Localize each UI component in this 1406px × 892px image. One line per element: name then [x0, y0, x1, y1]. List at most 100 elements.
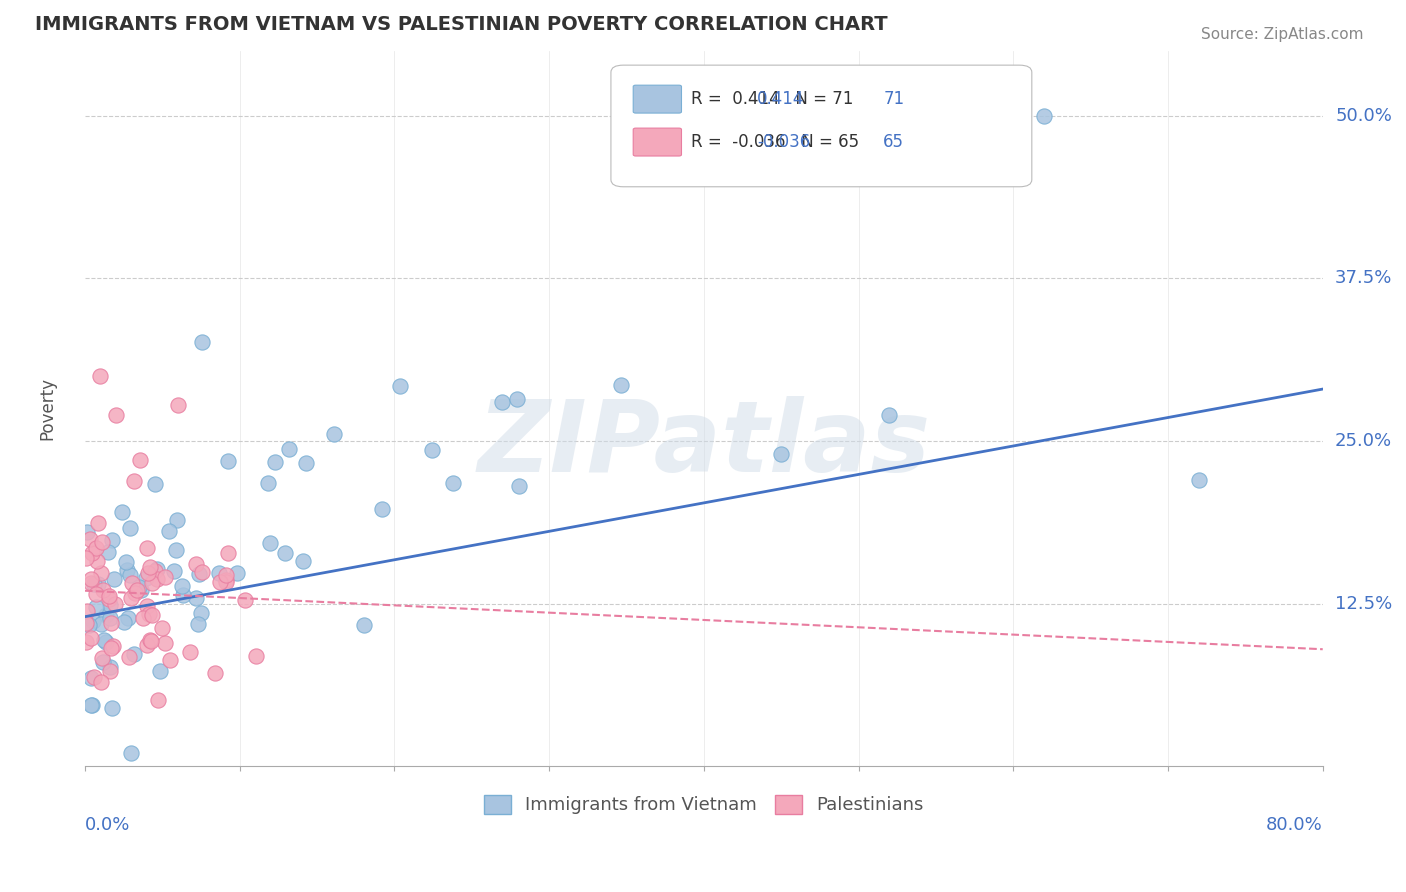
Immigrants from Vietnam: [257, 476, 280, 491]
Immigrants from Vietnam: [420, 443, 443, 458]
Palestinians: [86, 516, 108, 530]
Immigrants from Vietnam: [389, 379, 412, 393]
Palestinians: [217, 546, 239, 560]
Immigrants from Vietnam: [94, 607, 117, 622]
Immigrants from Vietnam: [128, 580, 150, 594]
Immigrants from Vietnam: [98, 598, 121, 612]
Immigrants from Vietnam: [506, 392, 529, 406]
Immigrants from Vietnam: [76, 525, 98, 540]
Palestinians: [118, 649, 141, 664]
Immigrants from Vietnam: [129, 583, 152, 598]
Palestinians: [131, 611, 153, 625]
Immigrants from Vietnam: [114, 555, 136, 569]
Immigrants from Vietnam: [184, 591, 207, 606]
Immigrants from Vietnam: [93, 632, 115, 647]
Immigrants from Vietnam: [322, 427, 344, 442]
Immigrants from Vietnam: [122, 648, 145, 662]
Palestinians: [104, 408, 127, 422]
Text: 0.414: 0.414: [756, 90, 804, 108]
Palestinians: [100, 664, 122, 678]
Text: 25.0%: 25.0%: [1336, 432, 1392, 450]
Palestinians: [90, 535, 112, 549]
Palestinians: [75, 635, 97, 649]
Palestinians: [186, 557, 208, 571]
Palestinians: [138, 632, 160, 647]
Immigrants from Vietnam: [278, 442, 301, 456]
Palestinians: [141, 575, 163, 590]
Palestinians: [129, 453, 152, 467]
Palestinians: [122, 474, 145, 488]
Immigrants from Vietnam: [187, 617, 209, 632]
Palestinians: [191, 565, 214, 579]
Immigrants from Vietnam: [491, 395, 513, 409]
Text: -0.036: -0.036: [756, 133, 810, 151]
Immigrants from Vietnam: [94, 635, 117, 649]
Immigrants from Vietnam: [170, 579, 193, 593]
Immigrants from Vietnam: [97, 545, 120, 559]
Palestinians: [91, 651, 114, 665]
Immigrants from Vietnam: [292, 554, 315, 568]
Palestinians: [245, 648, 267, 663]
Immigrants from Vietnam: [86, 577, 108, 591]
Immigrants from Vietnam: [166, 513, 188, 527]
Immigrants from Vietnam: [610, 378, 633, 392]
Palestinians: [104, 597, 127, 611]
Palestinians: [124, 586, 146, 600]
Palestinians: [135, 541, 157, 555]
Palestinians: [89, 369, 111, 384]
Immigrants from Vietnam: [118, 521, 141, 535]
Palestinians: [146, 572, 169, 586]
FancyBboxPatch shape: [633, 85, 682, 113]
Immigrants from Vietnam: [187, 566, 209, 581]
Palestinians: [139, 560, 162, 574]
Immigrants from Vietnam: [117, 611, 139, 625]
Immigrants from Vietnam: [103, 572, 125, 586]
Immigrants from Vietnam: [83, 577, 105, 591]
Palestinians: [138, 566, 160, 580]
Text: IMMIGRANTS FROM VIETNAM VS PALESTINIAN POVERTY CORRELATION CHART: IMMIGRANTS FROM VIETNAM VS PALESTINIAN P…: [35, 15, 889, 34]
Immigrants from Vietnam: [98, 660, 121, 674]
Immigrants from Vietnam: [143, 476, 166, 491]
Palestinians: [153, 570, 176, 584]
Immigrants from Vietnam: [172, 588, 194, 602]
Immigrants from Vietnam: [112, 615, 135, 629]
Text: 65: 65: [883, 133, 904, 151]
Immigrants from Vietnam: [93, 655, 115, 669]
Immigrants from Vietnam: [441, 476, 464, 491]
Immigrants from Vietnam: [80, 698, 103, 712]
Immigrants from Vietnam: [145, 561, 167, 575]
Palestinians: [136, 599, 159, 614]
Palestinians: [167, 398, 190, 412]
FancyBboxPatch shape: [633, 128, 682, 156]
Immigrants from Vietnam: [82, 698, 104, 713]
Palestinians: [75, 615, 97, 630]
Palestinians: [208, 574, 231, 589]
Immigrants from Vietnam: [120, 747, 142, 761]
Text: R =  0.414   N = 71: R = 0.414 N = 71: [692, 90, 853, 108]
Legend: Immigrants from Vietnam, Palestinians: Immigrants from Vietnam, Palestinians: [477, 788, 931, 822]
Immigrants from Vietnam: [111, 505, 134, 519]
Palestinians: [79, 576, 101, 591]
Immigrants from Vietnam: [217, 454, 239, 468]
Immigrants from Vietnam: [77, 618, 100, 632]
Palestinians: [121, 591, 143, 606]
Immigrants from Vietnam: [101, 533, 124, 547]
Palestinians: [215, 568, 238, 582]
Palestinians: [233, 592, 256, 607]
Immigrants from Vietnam: [226, 566, 249, 580]
Palestinians: [82, 546, 104, 560]
Immigrants from Vietnam: [90, 616, 112, 631]
Palestinians: [135, 638, 157, 652]
Palestinians: [91, 582, 114, 597]
Immigrants from Vietnam: [1033, 109, 1056, 123]
Palestinians: [79, 532, 101, 546]
Palestinians: [204, 665, 226, 680]
Palestinians: [75, 550, 97, 565]
Immigrants from Vietnam: [135, 571, 157, 585]
Text: R =  -0.036   N = 65: R = -0.036 N = 65: [692, 133, 859, 151]
Immigrants from Vietnam: [165, 542, 187, 557]
Immigrants from Vietnam: [770, 447, 793, 461]
Immigrants from Vietnam: [259, 536, 281, 550]
Palestinians: [121, 576, 143, 591]
Palestinians: [141, 608, 163, 623]
